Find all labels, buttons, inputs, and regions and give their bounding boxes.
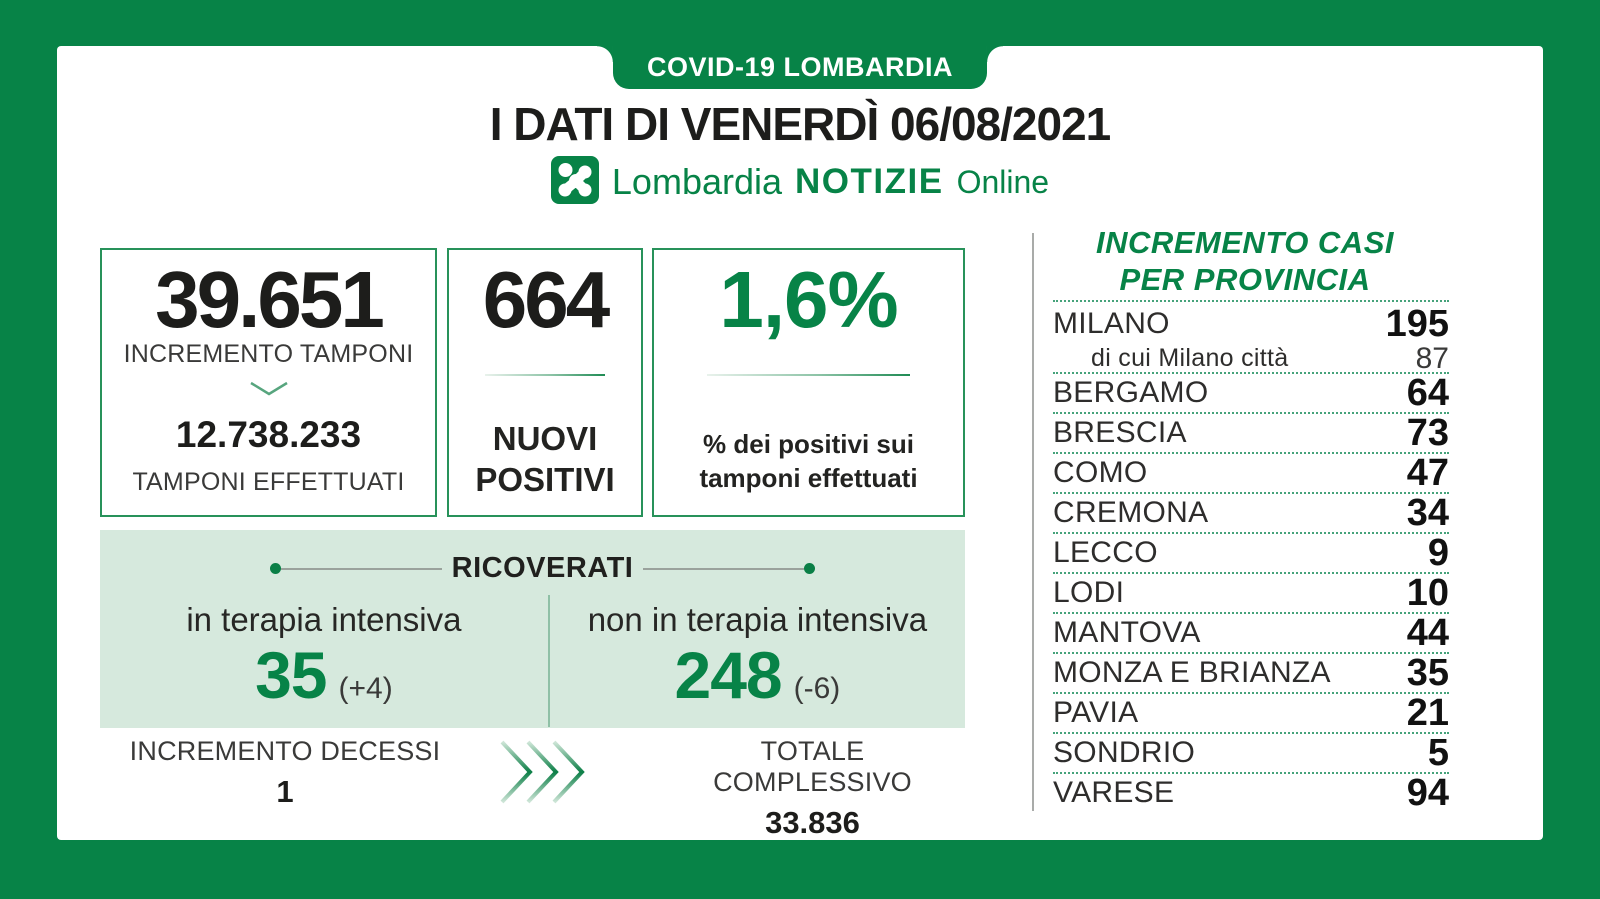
province-row-cremona: CREMONA 34 <box>1053 492 1449 532</box>
province-section-title: INCREMENTO CASI PER PROVINCIA <box>1040 224 1450 298</box>
province-name: PAVIA <box>1053 696 1139 729</box>
incremento-decessi-label: INCREMENTO DECESSI <box>129 736 441 766</box>
non-terapia-intensiva-block: non in terapia intensiva 248 (-6) <box>550 595 965 727</box>
tamponi-increment-value: 39.651 <box>155 255 385 344</box>
terapia-intensiva-label: in terapia intensiva <box>186 601 462 638</box>
province-value: 94 <box>1406 772 1449 814</box>
covid-banner-label: COVID-19 LOMBARDIA <box>646 52 954 82</box>
ricoverati-panel: RICOVERATI in terapia intensiva 35 (+4) … <box>100 530 965 728</box>
nuovi-positivi-label: NUOVI POSITIVI <box>475 420 615 499</box>
totale-complessivo-block: TOTALE COMPLESSIVO 33.836 <box>665 736 960 841</box>
province-name: COMO <box>1053 456 1148 489</box>
page-title: I DATI DI VENERDÌ 06/08/2021 <box>489 98 1112 150</box>
ricoverati-columns: in terapia intensiva 35 (+4) non in tera… <box>100 595 965 727</box>
tamponi-total-value: 12.738.233 <box>175 414 362 455</box>
province-name: MANTOVA <box>1053 616 1201 649</box>
percentuale-label: % dei positivi sui tamponi effettuati <box>699 429 918 493</box>
province-name: MONZA E BRIANZA <box>1053 656 1331 689</box>
province-row-sondrio: SONDRIO 5 <box>1053 732 1449 772</box>
province-value: 64 <box>1406 372 1449 414</box>
province-name: CREMONA <box>1053 496 1209 529</box>
ricoverati-title: RICOVERATI <box>451 552 634 584</box>
province-value: 44 <box>1406 612 1449 654</box>
province-value: 21 <box>1406 692 1449 734</box>
province-name: SONDRIO <box>1053 736 1196 769</box>
non-terapia-intensiva-label: non in terapia intensiva <box>587 601 928 638</box>
province-sub-name: di cui Milano città <box>1091 344 1289 372</box>
province-list: MILANO 195 di cui Milano città 87 BERGAM… <box>1053 300 1449 812</box>
province-name: LODI <box>1053 576 1125 609</box>
totale-complessivo-label: TOTALE COMPLESSIVO <box>713 736 912 797</box>
chevron-down-icon <box>249 381 289 402</box>
province-value: 73 <box>1406 412 1449 454</box>
province-value: 5 <box>1427 732 1449 774</box>
green-divider <box>485 374 605 376</box>
dot-icon <box>270 563 281 574</box>
fast-forward-chevrons-icon <box>498 740 594 809</box>
province-row-mantova: MANTOVA 44 <box>1053 612 1449 652</box>
province-value: 34 <box>1406 492 1449 534</box>
province-title-line1: INCREMENTO CASI <box>1095 225 1394 260</box>
non-terapia-intensiva-value: 248 <box>674 638 783 712</box>
green-divider <box>706 374 911 376</box>
province-name: BRESCIA <box>1053 416 1187 449</box>
province-row-como: COMO 47 <box>1053 452 1449 492</box>
province-name: LECCO <box>1053 536 1158 569</box>
terapia-intensiva-value: 35 <box>255 638 327 712</box>
logo-text-online: Online <box>956 163 1050 200</box>
nuovi-positivi-stat-box: 664 NUOVI POSITIVI <box>447 248 643 517</box>
header-line <box>281 567 442 570</box>
terapia-intensiva-delta: (+4) <box>338 672 393 705</box>
logo-text-notizie: NOTIZIE <box>795 162 944 201</box>
province-title-line2: PER PROVINCIA <box>1119 262 1371 297</box>
tamponi-increment-label: INCREMENTO TAMPONI <box>123 340 414 368</box>
province-row-lecco: LECCO 9 <box>1053 532 1449 572</box>
percentuale-stat-box: 1,6% % dei positivi sui tamponi effettua… <box>652 248 965 517</box>
province-sub-value: 87 <box>1415 341 1449 375</box>
nuovi-positivi-value: 664 <box>482 255 610 344</box>
province-subrow-milano-citta: di cui Milano città 87 <box>1053 341 1449 375</box>
lombardia-notizie-logo: Lombardia NOTIZIE Online <box>0 155 1600 209</box>
province-name: BERGAMO <box>1053 376 1209 409</box>
rosa-camuna-icon <box>550 155 599 209</box>
province-value: 10 <box>1406 572 1449 614</box>
ricoverati-header: RICOVERATI <box>270 552 816 585</box>
tamponi-stat-box: 39.651 INCREMENTO TAMPONI 12.738.233 TAM… <box>100 248 437 517</box>
province-row-bergamo: BERGAMO 64 <box>1053 372 1449 412</box>
province-name: MILANO <box>1053 306 1170 340</box>
bottom-totals-row: INCREMENTO DECESSI 1 TOT <box>100 736 965 840</box>
province-value: 35 <box>1406 652 1449 694</box>
province-name: VARESE <box>1053 776 1175 809</box>
logo-text-lombardia: Lombardia <box>611 161 783 202</box>
incremento-decessi-value: 1 <box>276 774 294 809</box>
dot-icon <box>804 563 816 574</box>
province-row-brescia: BRESCIA 73 <box>1053 412 1449 452</box>
percentuale-value: 1,6% <box>719 255 898 344</box>
province-row-lodi: LODI 10 <box>1053 572 1449 612</box>
province-row-monza-e-brianza: MONZA E BRIANZA 35 <box>1053 652 1449 692</box>
province-value: 47 <box>1406 452 1449 494</box>
province-value: 9 <box>1427 532 1449 574</box>
non-terapia-intensiva-delta: (-6) <box>793 672 841 705</box>
tamponi-total-label: TAMPONI EFFETTUATI <box>132 468 405 496</box>
incremento-decessi-block: INCREMENTO DECESSI 1 <box>115 736 455 810</box>
province-row-varese: VARESE 94 <box>1053 772 1449 812</box>
header-line <box>643 567 805 570</box>
province-row-milano: MILANO 195 <box>1053 300 1449 345</box>
province-value: 195 <box>1385 302 1449 345</box>
terapia-intensiva-block: in terapia intensiva 35 (+4) <box>100 595 550 727</box>
covid-banner-tab: COVID-19 LOMBARDIA <box>596 46 1004 89</box>
province-row-pavia: PAVIA 21 <box>1053 692 1449 732</box>
sidebar-divider-line <box>1032 233 1034 811</box>
totale-complessivo-value: 33.836 <box>765 805 860 840</box>
